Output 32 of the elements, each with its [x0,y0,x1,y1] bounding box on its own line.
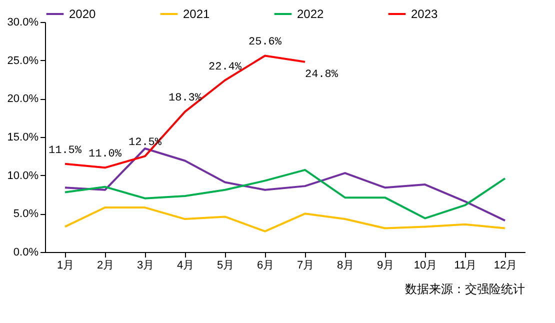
x-tick-label: 11月 [454,260,477,272]
x-tick-label: 7月 [296,260,314,272]
x-tick-label: 3月 [136,260,154,272]
x-tick-label: 8月 [336,260,354,272]
x-tick-label: 4月 [176,260,194,272]
x-tick-label: 6月 [256,260,274,272]
x-tick-label: 12月 [494,260,518,272]
x-tick-label: 10月 [414,260,438,272]
y-tick-label: 15.0% [7,132,39,144]
line-series [64,168,506,220]
x-tick-label: 1月 [56,260,74,272]
legend-label: 2023 [411,7,438,21]
x-tick-label: 5月 [216,260,234,272]
data-label: 11.5% [48,144,82,157]
y-tick-label: 25.0% [7,54,39,67]
source-note: 数据来源：交强险统计 [405,282,525,296]
y-tick-label: 0.0% [13,246,39,258]
data-label: 18.3% [168,92,202,105]
data-label: 11.0% [88,148,122,161]
line-series [64,206,506,232]
y-tick-label: 10.0% [7,170,39,182]
x-tick-label: 2月 [96,260,114,272]
data-label: 24.8% [305,68,338,81]
legend-label: 2020 [69,7,96,21]
x-tick-label: 9月 [376,260,394,272]
y-tick-label: 20.0% [7,93,39,106]
data-label: 25.6% [248,36,282,49]
y-tick-label: 30.0% [7,16,39,28]
y-tick-label: 5.0% [13,208,39,220]
legend-label: 2021 [183,7,210,21]
data-label: 22.4% [208,61,242,74]
legend-label: 2022 [297,7,324,21]
